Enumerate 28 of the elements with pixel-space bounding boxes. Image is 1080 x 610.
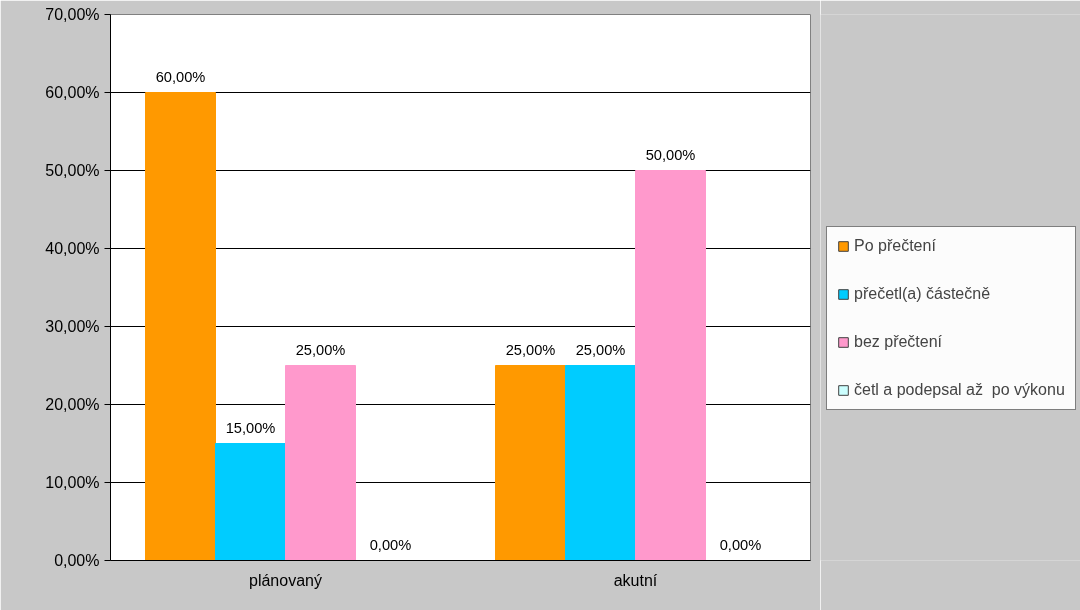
y-tick-label: 30,00% [45,318,100,335]
bar [495,365,566,561]
data-label: 25,00% [575,341,626,358]
bar [565,365,636,561]
data-label: 60,00% [155,68,206,85]
y-tick-label: 20,00% [45,396,100,413]
legend-label: přečetl(a) částečně [854,285,991,303]
data-label: 25,00% [295,341,346,358]
bar [215,443,286,561]
data-label: 25,00% [505,341,556,358]
legend-label: četl a podepsal až po výkonu [854,381,1065,399]
legend-label: Po přečtení [854,237,936,255]
data-label: 0,00% [719,536,762,553]
x-tick-label: plánovaný [249,571,322,589]
y-tick-label: 70,00% [45,6,100,23]
y-tick-label: 50,00% [45,162,100,179]
bar [285,365,356,561]
y-tick-label: 10,00% [45,474,100,491]
data-label: 0,00% [369,536,412,553]
bar [145,92,216,561]
x-tick-label: akutní [613,571,658,589]
data-label: 50,00% [645,146,696,163]
bar [635,170,706,561]
y-tick-label: 60,00% [45,84,100,101]
legend-label: bez přečtení [854,333,943,351]
y-tick-label: 0,00% [54,552,100,569]
data-label: 15,00% [225,419,276,436]
y-tick-label: 40,00% [45,240,100,257]
